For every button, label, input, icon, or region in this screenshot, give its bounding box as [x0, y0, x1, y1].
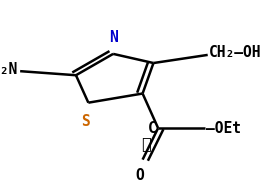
Text: H₂N: H₂N — [0, 62, 17, 77]
Text: S: S — [81, 115, 90, 130]
Text: N: N — [109, 30, 117, 45]
Text: ∥: ∥ — [141, 136, 151, 151]
Text: O: O — [135, 168, 144, 183]
Text: C: C — [148, 121, 157, 136]
Text: —OEt: —OEt — [206, 121, 241, 136]
Text: CH₂—OH: CH₂—OH — [209, 45, 262, 60]
